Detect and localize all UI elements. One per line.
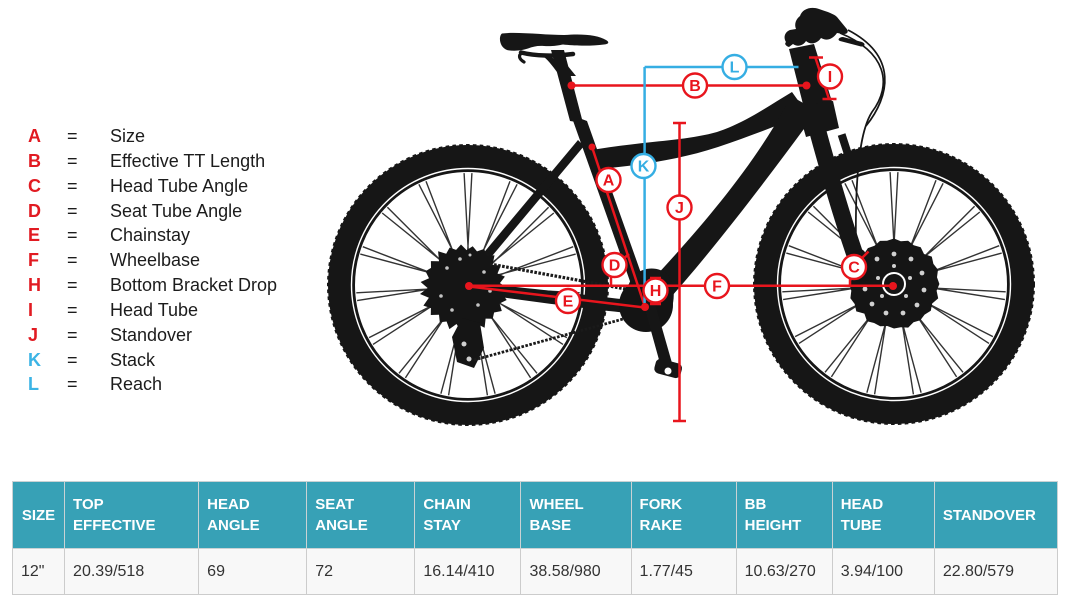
svg-text:C: C	[848, 260, 860, 277]
svg-text:J: J	[675, 200, 684, 217]
svg-text:D: D	[609, 258, 621, 275]
svg-text:E: E	[563, 294, 574, 311]
svg-text:K: K	[638, 159, 650, 176]
svg-text:F: F	[712, 279, 722, 296]
svg-text:I: I	[828, 69, 832, 86]
svg-text:H: H	[650, 283, 662, 300]
svg-text:B: B	[689, 78, 701, 95]
svg-text:L: L	[730, 60, 740, 77]
svg-text:A: A	[603, 173, 615, 190]
